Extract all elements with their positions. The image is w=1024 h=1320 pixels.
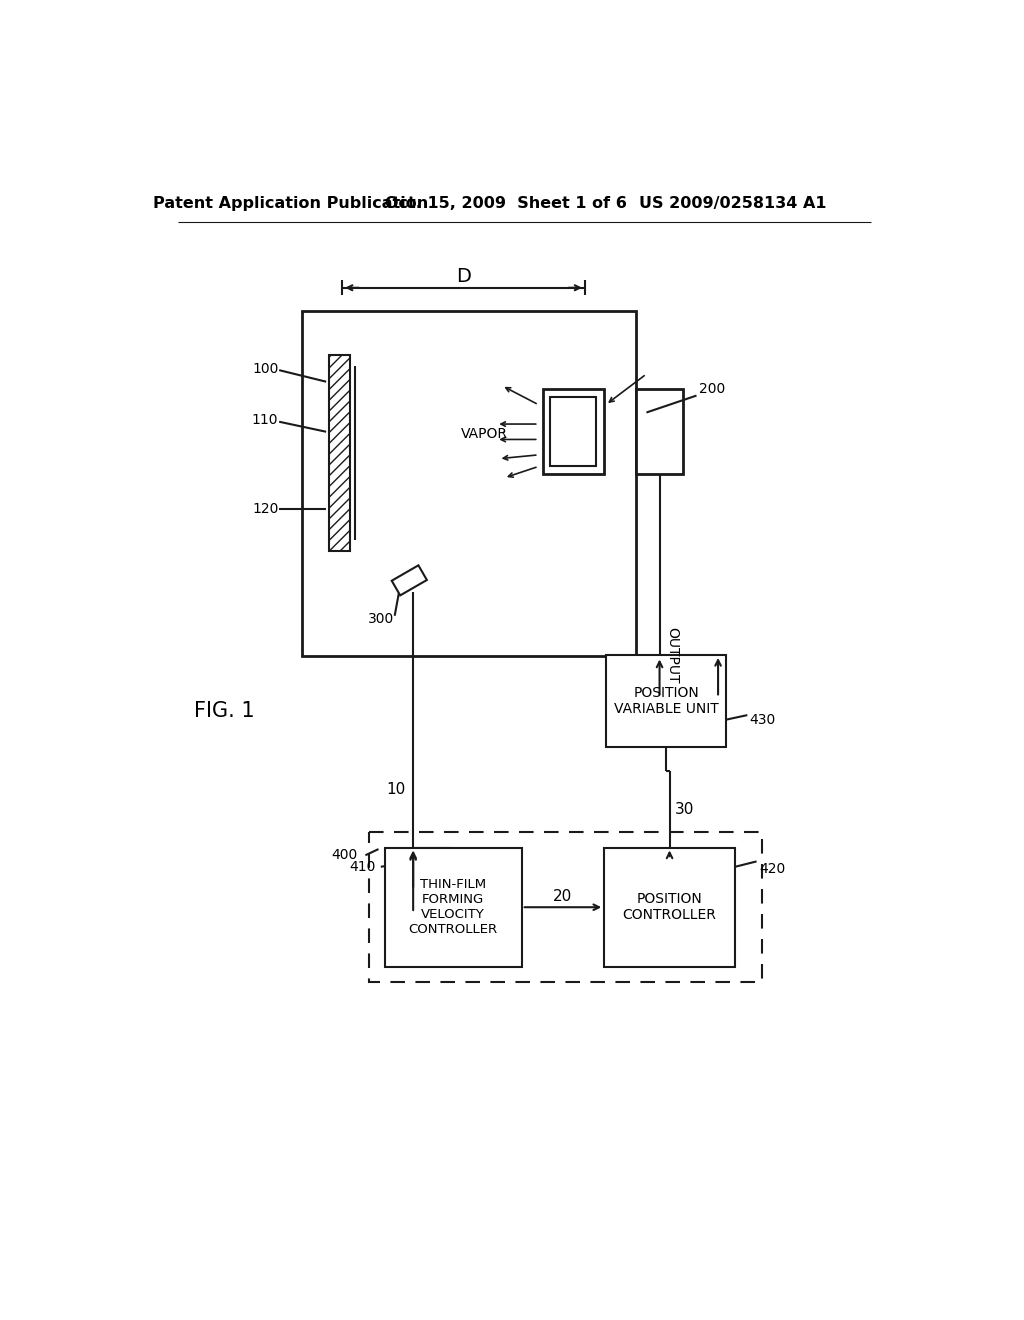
Text: 30: 30 [675,801,694,817]
Text: VAPOR: VAPOR [461,428,508,441]
Bar [301,312,637,656]
Text: 20: 20 [553,888,572,904]
Bar [637,389,683,474]
Text: 420: 420 [759,862,785,876]
Bar [604,847,735,966]
Text: THIN-FILM
FORMING
VELOCITY
CONTROLLER: THIN-FILM FORMING VELOCITY CONTROLLER [409,878,498,936]
Bar [370,832,762,982]
Bar [606,655,726,747]
Text: FIG. 1: FIG. 1 [195,701,255,721]
Text: 110: 110 [252,413,279,428]
Polygon shape [392,565,427,595]
Text: 300: 300 [369,612,394,626]
Text: OUTPUT: OUTPUT [665,627,679,684]
Text: POSITION
CONTROLLER: POSITION CONTROLLER [623,892,717,923]
Text: 200: 200 [698,383,725,396]
Text: POSITION
VARIABLE UNIT: POSITION VARIABLE UNIT [613,686,719,717]
Text: Patent Application Publication: Patent Application Publication [154,195,428,211]
Text: Oct. 15, 2009  Sheet 1 of 6: Oct. 15, 2009 Sheet 1 of 6 [385,195,628,211]
Text: 10: 10 [387,783,406,797]
Text: 410: 410 [349,859,376,874]
Text: 100: 100 [252,362,279,376]
Text: 400: 400 [332,849,357,862]
Bar [543,389,604,474]
Bar [385,847,521,966]
Bar [330,355,350,552]
Text: 430: 430 [750,713,776,727]
Text: D: D [456,267,471,285]
Bar [550,397,596,466]
Text: US 2009/0258134 A1: US 2009/0258134 A1 [639,195,826,211]
Text: 120: 120 [252,502,279,516]
